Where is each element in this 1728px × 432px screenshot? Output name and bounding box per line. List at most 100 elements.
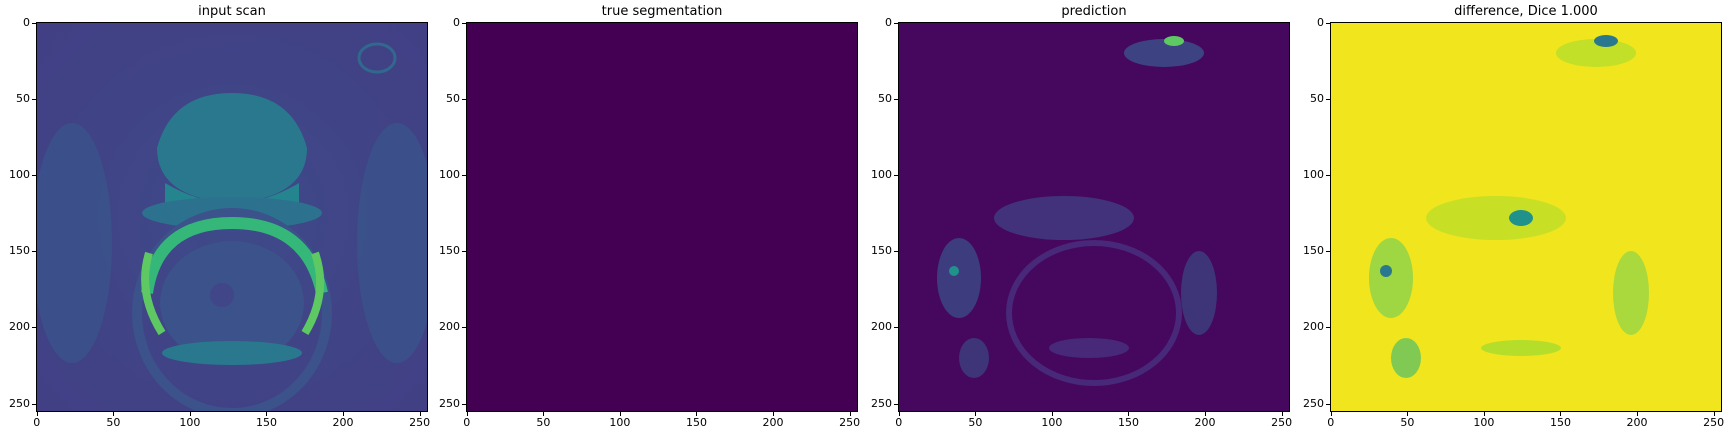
y-tick-label: 250 bbox=[9, 396, 30, 410]
y-tick-label: 50 bbox=[878, 91, 892, 105]
y-tick-label: 250 bbox=[871, 396, 892, 410]
x-tick-label: 150 bbox=[255, 416, 277, 429]
y-tick-mark bbox=[32, 22, 36, 24]
y-tick-label: 200 bbox=[9, 320, 30, 334]
y-tick-label: 50 bbox=[16, 91, 30, 105]
y-tick-label: 200 bbox=[439, 320, 460, 334]
panel-prediction: prediction 0 50 100 150 200 250 0 50 100 150 200 25… bbox=[864, 0, 1296, 432]
y-tick-label: 250 bbox=[439, 396, 460, 410]
x-tick-label: 150 bbox=[685, 416, 707, 429]
y-tick-mark bbox=[462, 327, 466, 329]
x-tick-mark bbox=[1281, 412, 1283, 416]
x-tick-label: 200 bbox=[1194, 416, 1216, 429]
panel-title: difference, Dice 1.000 bbox=[1454, 4, 1598, 19]
x-tick-mark bbox=[466, 412, 468, 416]
y-tick-label: 50 bbox=[1310, 91, 1324, 105]
y-tick-mark bbox=[1326, 403, 1330, 405]
y-tick-mark bbox=[32, 403, 36, 405]
x-tick-label: 200 bbox=[762, 416, 784, 429]
x-tick-label: 0 bbox=[463, 416, 471, 429]
x-tick-mark bbox=[419, 412, 421, 416]
x-tick-label: 200 bbox=[1626, 416, 1648, 429]
y-tick-mark bbox=[462, 175, 466, 177]
x-tick-label: 0 bbox=[1327, 416, 1335, 429]
y-tick-mark bbox=[32, 251, 36, 253]
y-tick-label: 100 bbox=[9, 168, 30, 182]
image-prediction bbox=[898, 22, 1290, 412]
y-tick-label: 0 bbox=[23, 15, 30, 29]
panel-true-segmentation: true segmentation 0 50 100 150 200 250 0 50 100 1… bbox=[432, 0, 864, 432]
y-tick-label: 150 bbox=[439, 244, 460, 258]
image-true-segmentation bbox=[466, 22, 858, 412]
y-tick-mark bbox=[1326, 22, 1330, 24]
x-tick-mark bbox=[1407, 412, 1409, 416]
x-tick-label: 250 bbox=[409, 416, 431, 429]
y-tick-mark bbox=[32, 327, 36, 329]
x-tick-label: 100 bbox=[179, 416, 201, 429]
x-tick-mark bbox=[1205, 412, 1207, 416]
panel-difference: difference, Dice 1.000 0 50 100 150 200 250 0 5… bbox=[1296, 0, 1728, 432]
x-tick-label: 50 bbox=[536, 416, 551, 429]
x-tick-mark bbox=[266, 412, 268, 416]
x-tick-mark bbox=[189, 412, 191, 416]
panel-title: input scan bbox=[198, 4, 266, 19]
y-tick-mark bbox=[1326, 251, 1330, 253]
x-tick-mark bbox=[1637, 412, 1639, 416]
x-tick-mark bbox=[849, 412, 851, 416]
y-tick-label: 200 bbox=[1303, 320, 1324, 334]
x-tick-mark bbox=[773, 412, 775, 416]
x-tick-label: 150 bbox=[1117, 416, 1139, 429]
x-tick-label: 0 bbox=[33, 416, 41, 429]
x-tick-mark bbox=[343, 412, 345, 416]
y-tick-label: 0 bbox=[453, 15, 460, 29]
x-tick-label: 100 bbox=[1473, 416, 1495, 429]
x-tick-label: 100 bbox=[1041, 416, 1063, 429]
x-tick-label: 100 bbox=[609, 416, 631, 429]
y-tick-label: 100 bbox=[1303, 168, 1324, 182]
x-tick-mark bbox=[1560, 412, 1562, 416]
y-tick-label: 150 bbox=[871, 244, 892, 258]
image-difference bbox=[1330, 22, 1722, 412]
y-tick-mark bbox=[32, 98, 36, 100]
x-tick-label: 250 bbox=[1271, 416, 1293, 429]
x-tick-mark bbox=[1330, 412, 1332, 416]
x-tick-mark bbox=[898, 412, 900, 416]
prediction-graphic bbox=[899, 23, 1289, 411]
x-tick-label: 200 bbox=[332, 416, 354, 429]
input-scan-graphic bbox=[37, 23, 427, 411]
x-tick-mark bbox=[36, 412, 38, 416]
x-tick-mark bbox=[1128, 412, 1130, 416]
x-tick-label: 50 bbox=[968, 416, 983, 429]
x-tick-label: 250 bbox=[1703, 416, 1725, 429]
y-tick-label: 0 bbox=[1317, 15, 1324, 29]
x-tick-mark bbox=[113, 412, 115, 416]
y-tick-mark bbox=[1326, 98, 1330, 100]
y-tick-mark bbox=[1326, 175, 1330, 177]
y-tick-mark bbox=[462, 403, 466, 405]
y-tick-mark bbox=[462, 98, 466, 100]
y-tick-mark bbox=[894, 98, 898, 100]
x-tick-mark bbox=[543, 412, 545, 416]
y-tick-mark bbox=[894, 251, 898, 253]
y-tick-mark bbox=[894, 22, 898, 24]
y-tick-mark bbox=[32, 175, 36, 177]
x-tick-label: 150 bbox=[1549, 416, 1571, 429]
x-tick-mark bbox=[975, 412, 977, 416]
difference-graphic bbox=[1331, 23, 1721, 411]
x-tick-label: 50 bbox=[1400, 416, 1415, 429]
y-tick-label: 150 bbox=[1303, 244, 1324, 258]
x-tick-mark bbox=[696, 412, 698, 416]
x-tick-label: 0 bbox=[895, 416, 903, 429]
y-tick-label: 0 bbox=[885, 15, 892, 29]
x-tick-mark bbox=[1483, 412, 1485, 416]
y-tick-mark bbox=[1326, 327, 1330, 329]
y-tick-mark bbox=[894, 327, 898, 329]
y-tick-label: 100 bbox=[871, 168, 892, 182]
y-tick-mark bbox=[894, 403, 898, 405]
panel-title: true segmentation bbox=[601, 4, 723, 19]
x-tick-label: 250 bbox=[839, 416, 861, 429]
y-tick-label: 100 bbox=[439, 168, 460, 182]
y-tick-mark bbox=[462, 22, 466, 24]
x-tick-mark bbox=[619, 412, 621, 416]
panel-input-scan: input scan 0 50 100 150 200 250 bbox=[0, 0, 432, 432]
